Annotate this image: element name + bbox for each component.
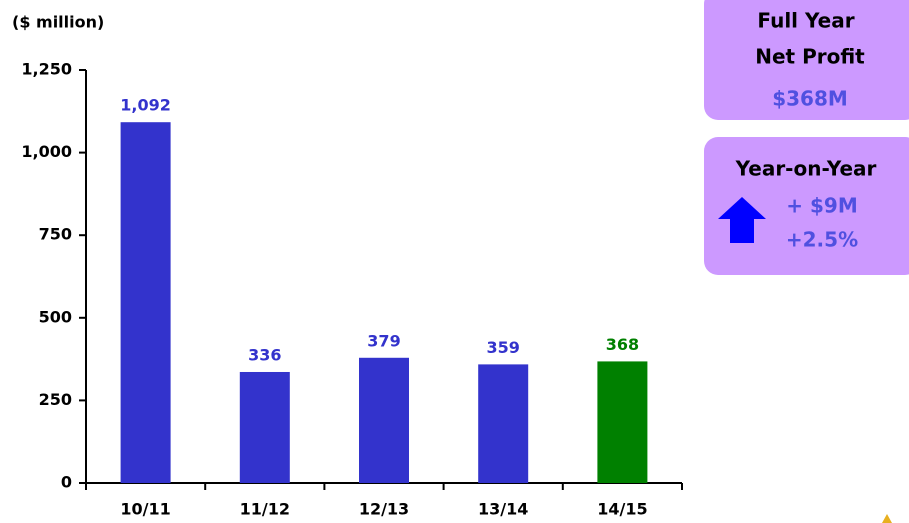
panel-value: + $9M [786,194,857,218]
y-tick-label: 0 [61,473,72,492]
y-tick-label: 1,250 [21,60,72,79]
up-arrow [718,197,766,243]
x-tick-label: 10/11 [120,500,170,519]
x-tick-label: 13/14 [478,500,528,519]
panel-text: Net Profit [755,45,865,69]
data-label: 1,092 [120,96,171,115]
bar [120,122,171,484]
decoration [882,514,892,523]
y-tick-label: 750 [39,225,72,244]
bar [597,361,648,483]
x-tick-label: 11/12 [240,500,290,519]
data-label: 379 [367,331,400,350]
panel-text: Year-on-Year [735,157,877,181]
panel [704,0,909,120]
data-label: 336 [248,345,281,364]
data-label: 359 [486,338,519,357]
x-tick-label: 14/15 [597,500,647,519]
bar [478,364,529,483]
x-tick-label: 12/13 [359,500,409,519]
y-axis-label: ($ million) [12,13,104,32]
y-tick-label: 1,000 [21,142,72,161]
panel-text: Full Year [757,9,854,33]
y-tick-label: 500 [39,307,72,326]
bar [359,357,409,483]
y-tick-label: 250 [39,390,72,409]
panel [704,137,909,275]
panel-value: $368M [772,87,848,111]
data-label: 368 [606,335,639,354]
bar [239,371,290,483]
panel-value: +2.5% [786,228,858,252]
